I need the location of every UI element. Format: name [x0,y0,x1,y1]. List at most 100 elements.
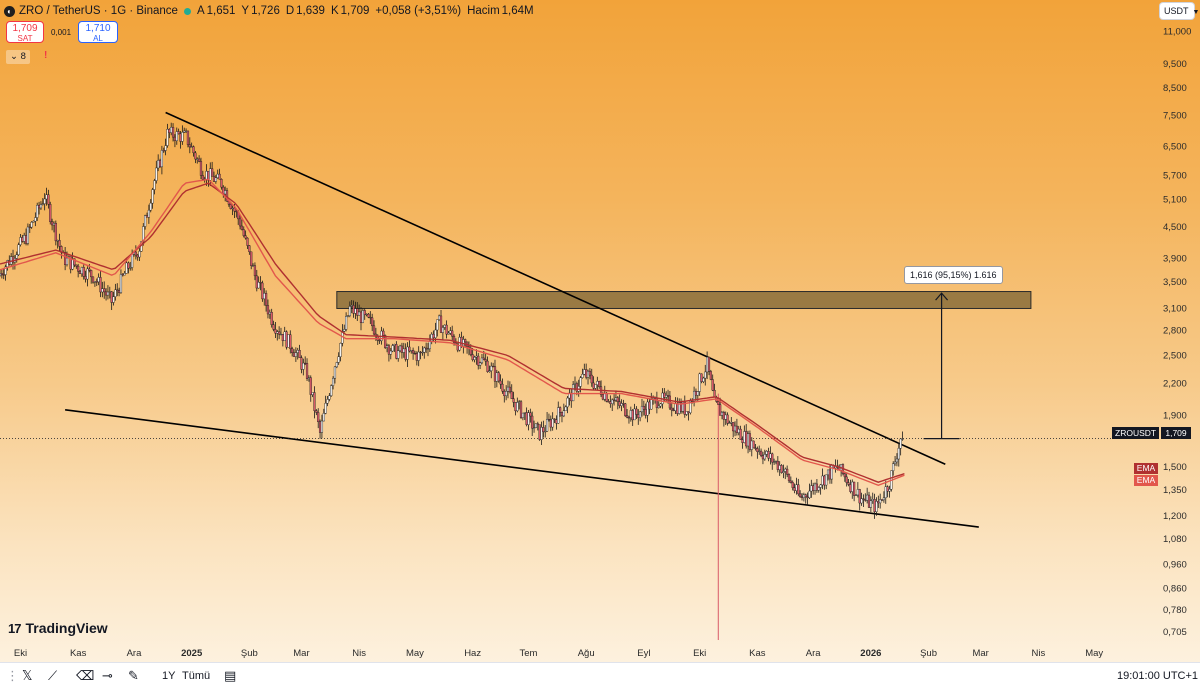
candle-down [58,240,61,247]
candle-up [659,403,662,407]
candle-up [586,370,590,378]
line-tool-icon[interactable]: ⊸ [102,668,113,683]
ema-slow-tag: EMA [1134,463,1158,474]
candle-down [292,352,296,357]
x-tick-label: Mar [293,648,309,659]
candle-down [261,282,264,300]
warning-icon[interactable]: ! [44,50,48,61]
clock-time[interactable]: 19:01:00 UTC+1 [1117,670,1199,682]
candle-down [627,417,631,419]
candle-down [791,482,794,488]
candle-up [813,483,817,491]
y-tick-label: 7,500 [1163,110,1187,121]
candle-up [216,173,219,178]
candle-up [544,431,547,433]
candle-down [134,251,137,256]
candle-up [854,494,858,496]
y-tick-label: 3,500 [1163,277,1187,288]
candle-down [47,194,50,205]
candle-up [490,365,493,371]
candle-down [116,289,119,291]
candle-up [436,319,439,331]
candle-down [756,448,759,452]
candle-down [590,374,593,384]
sell-price: 1,709 [12,23,38,34]
candle-down [771,453,774,463]
measure-label[interactable]: 1,616 (95,15%) 1.616 [904,266,1003,284]
currency-selector[interactable]: USDT ▼ [1160,3,1199,19]
range-1y-button[interactable]: 1Y [162,670,176,682]
ema-slow-line [0,182,905,483]
candle-up [32,220,35,223]
candle-down [482,357,485,360]
candle-down [864,499,867,501]
candle-down [542,427,545,432]
chart-area[interactable]: 11,000 9,500 8,500 7,500 6,500 5,700 5,100 4,50… [0,0,1200,662]
candle-down [78,271,82,274]
candle-up [750,440,753,450]
candle-down [199,161,203,176]
candle-down [382,330,385,336]
drag-handle-icon[interactable]: ⋮ [6,668,19,683]
candle-up [871,499,874,501]
candle-up [795,484,798,491]
brush-icon[interactable]: ✎ [128,668,139,683]
sell-button[interactable]: 1,709 SAT [6,21,44,43]
candle-down [508,386,511,392]
range-all-button[interactable]: Tümü [182,670,211,682]
candle-up [728,422,731,424]
candle-down [492,365,495,368]
candle-up [184,130,188,132]
candle-up [80,267,83,274]
candle-up [583,369,586,375]
x-share-icon[interactable]: 𝕏 [22,668,33,683]
candle-up [138,251,141,258]
y-tick-label: 0,705 [1163,627,1187,638]
candle-up [506,386,510,392]
candle-up [698,373,701,392]
candle-down [536,423,539,425]
candle-down [91,276,95,283]
candle-down [722,412,725,420]
eraser-icon[interactable]: ⌫ [76,668,95,683]
candle-down [136,254,139,258]
indicators-toggle[interactable]: ⌄ 8 [6,50,30,64]
symbol-header: ◐ ZRO / TetherUS · 1G · Binance A 1,651 … [4,3,540,19]
buy-button[interactable]: 1,710 AL [78,21,118,43]
candle-up [758,450,761,453]
candle-down [886,486,889,492]
candle-down [117,290,121,293]
candle-up [523,412,526,414]
candle-up [19,237,22,245]
x-tick-label: Kas [749,648,766,659]
candle-down [877,501,880,504]
candle-up [819,484,822,488]
candle-down [713,390,716,398]
candle-down [412,349,415,354]
candle-up [296,349,299,353]
candle-down [759,450,763,456]
currency-label: USDT [1164,6,1189,16]
candle-up [438,315,441,320]
sell-label: SAT [17,34,33,43]
candle-up [650,399,653,410]
price-chart[interactable]: 11,000 9,500 8,500 7,500 6,500 5,700 5,100 4,50… [0,0,1200,662]
candle-down [171,127,175,138]
candle-down [719,404,722,416]
candle-up [640,405,644,413]
candle-down [609,401,612,404]
candle-up [114,289,117,297]
candle-down [484,359,487,362]
candle-down [186,130,190,145]
date-range-icon[interactable]: ▤ [224,668,237,683]
candle-down [179,133,182,142]
candle-down [717,401,720,405]
symbol-title[interactable]: ZRO / TetherUS · 1G · Binance [19,5,178,17]
candle-up [339,343,342,357]
candle-down [525,412,528,425]
candle-up [540,427,543,440]
trend-tool-icon[interactable]: ⟋ [48,668,58,683]
candle-down [529,412,532,417]
candle-up [763,454,766,460]
candle-down [408,346,411,352]
